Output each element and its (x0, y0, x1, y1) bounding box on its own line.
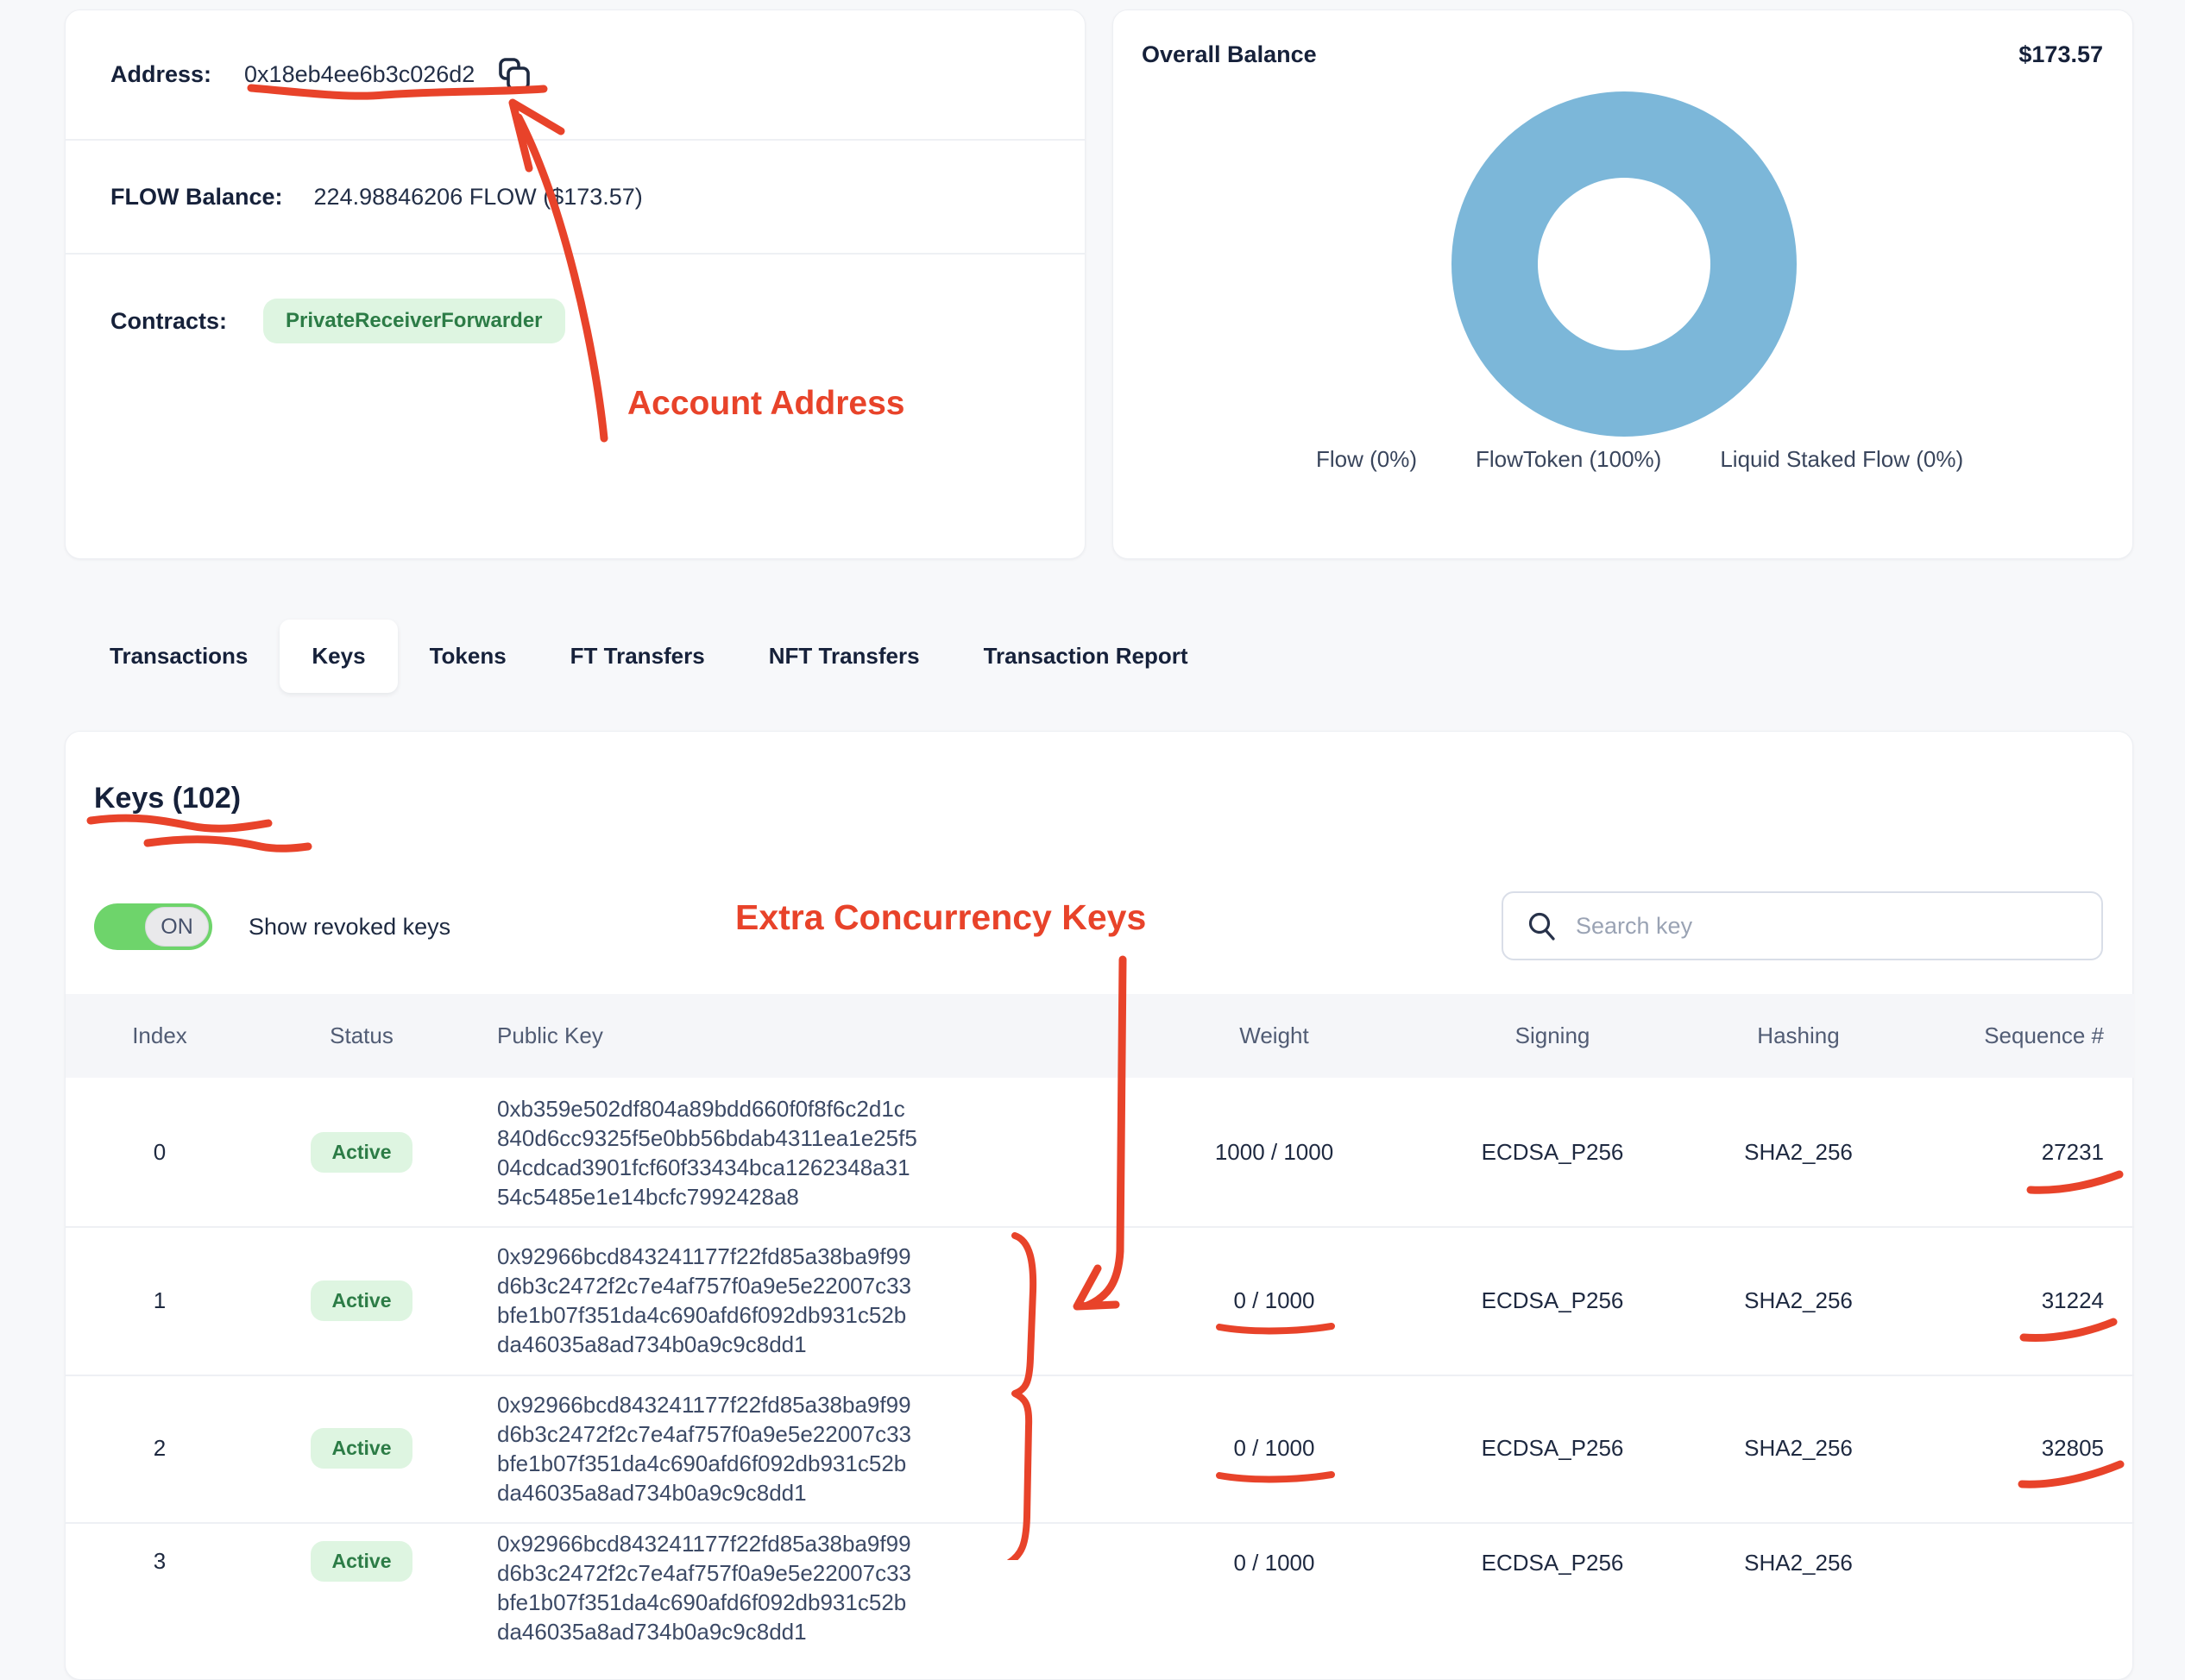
key-row-3: 3 Active 0x92966bcd843241177f22fd85a38ba… (66, 1522, 2134, 1670)
keys-panel: Keys (102) ON Show revoked keys Index St… (65, 731, 2134, 1680)
donut-hole (1538, 178, 1710, 350)
copy-address-button[interactable] (497, 57, 532, 93)
col-index: Index (132, 1022, 187, 1048)
search-key-box[interactable] (1502, 891, 2103, 960)
donut-legend: Flow (0%) FlowToken (100%) Liquid Staked… (1316, 446, 1963, 473)
col-weight: Weight (1239, 1022, 1309, 1048)
key-signing: ECDSA_P256 (1481, 1287, 1624, 1313)
key-hashing: SHA2_256 (1744, 1435, 1853, 1461)
tab-nft-transfers[interactable]: NFT Transfers (768, 643, 920, 669)
key-weight: 0 / 1000 (1233, 1435, 1315, 1461)
balance-donut-chart (1451, 91, 1797, 437)
keys-table-header: Index Status Public Key Weight Signing H… (66, 994, 2134, 1078)
tab-tokens[interactable]: Tokens (429, 643, 507, 669)
key-signing: ECDSA_P256 (1481, 1550, 1624, 1576)
public-key: 0x92966bcd843241177f22fd85a38ba9f99 d6b3… (497, 1531, 912, 1645)
legend-liquid-staked: Liquid Staked Flow (0%) (1720, 446, 1964, 472)
key-weight: 1000 / 1000 (1214, 1139, 1334, 1165)
tab-transactions[interactable]: Transactions (110, 643, 249, 669)
copy-icon (499, 57, 531, 91)
key-hashing: SHA2_256 (1744, 1287, 1853, 1313)
show-revoked-keys-toggle[interactable]: ON (94, 903, 212, 950)
status-badge: Active (311, 1280, 412, 1321)
toggle-knob: ON (145, 907, 209, 947)
contracts-label: Contracts: (110, 307, 228, 334)
key-sequence: 32805 (2041, 1435, 2104, 1461)
row-divider (66, 1375, 2134, 1376)
row-divider (66, 1522, 2134, 1524)
col-signing: Signing (1514, 1022, 1590, 1048)
status-badge: Active (311, 1428, 412, 1469)
col-status: Status (330, 1022, 394, 1048)
key-signing: ECDSA_P256 (1481, 1139, 1624, 1165)
key-signing: ECDSA_P256 (1481, 1435, 1624, 1461)
address-label: Address: (110, 61, 212, 87)
tab-keys[interactable]: Keys (280, 620, 398, 693)
col-public-key: Public Key (497, 1022, 603, 1048)
key-hashing: SHA2_256 (1744, 1139, 1853, 1165)
status-badge: Active (311, 1541, 412, 1582)
legend-flow: Flow (0%) (1316, 446, 1418, 472)
key-index: 2 (153, 1435, 167, 1461)
search-key-input[interactable] (1576, 912, 2077, 940)
key-row-2: 2 Active 0x92966bcd843241177f22fd85a38ba… (66, 1375, 2134, 1522)
address-value: 0x18eb4ee6b3c026d2 (244, 61, 475, 87)
flow-account-page: { "account_card": { "address_label": "Ad… (65, 9, 2133, 1680)
key-sequence: 27231 (2041, 1139, 2104, 1165)
balance-card-title: Overall Balance (1142, 41, 1317, 67)
key-weight: 0 / 1000 (1233, 1287, 1315, 1313)
legend-flowtoken: FlowToken (100%) (1476, 446, 1662, 472)
search-icon (1528, 912, 1555, 941)
flow-balance-value: 224.98846206 FLOW ($173.57) (313, 183, 643, 210)
public-key: 0x92966bcd843241177f22fd85a38ba9f99 d6b3… (497, 1391, 912, 1506)
col-hashing: Hashing (1757, 1022, 1840, 1048)
key-index: 0 (153, 1139, 167, 1165)
status-badge: Active (311, 1132, 412, 1173)
tab-transaction-report[interactable]: Transaction Report (983, 643, 1188, 669)
public-key: 0x92966bcd843241177f22fd85a38ba9f99 d6b3… (497, 1243, 912, 1357)
key-hashing: SHA2_256 (1744, 1550, 1853, 1576)
keys-heading: Keys (102) (94, 782, 242, 815)
contract-badge[interactable]: PrivateReceiverForwarder (263, 299, 565, 343)
account-info-card: Address: 0x18eb4ee6b3c026d2 FLOW Balance… (65, 9, 1086, 559)
tab-ft-transfers[interactable]: FT Transfers (570, 643, 705, 669)
key-index: 3 (153, 1548, 167, 1574)
show-revoked-keys-label: Show revoked keys (249, 913, 451, 940)
key-weight: 0 / 1000 (1233, 1550, 1315, 1576)
public-key: 0xb359e502df804a89bdd660f0f8f6c2d1c 840d… (497, 1095, 917, 1210)
overall-balance-card: Overall Balance $173.57 Flow (0%) FlowTo… (1112, 9, 2133, 559)
key-row-0: 0 Active 0xb359e502df804a89bdd660f0f8f6c… (66, 1079, 2134, 1226)
balance-total: $173.57 (2018, 41, 2103, 67)
account-tabs: Transactions Keys Tokens FT Transfers NF… (78, 620, 1220, 693)
col-sequence: Sequence # (1984, 1022, 2104, 1048)
key-index: 1 (153, 1287, 167, 1313)
key-sequence: 31224 (2041, 1287, 2104, 1313)
key-row-1: 1 Active 0x92966bcd843241177f22fd85a38ba… (66, 1226, 2134, 1375)
divider (66, 253, 1085, 255)
flow-balance-label: FLOW Balance: (110, 183, 283, 210)
